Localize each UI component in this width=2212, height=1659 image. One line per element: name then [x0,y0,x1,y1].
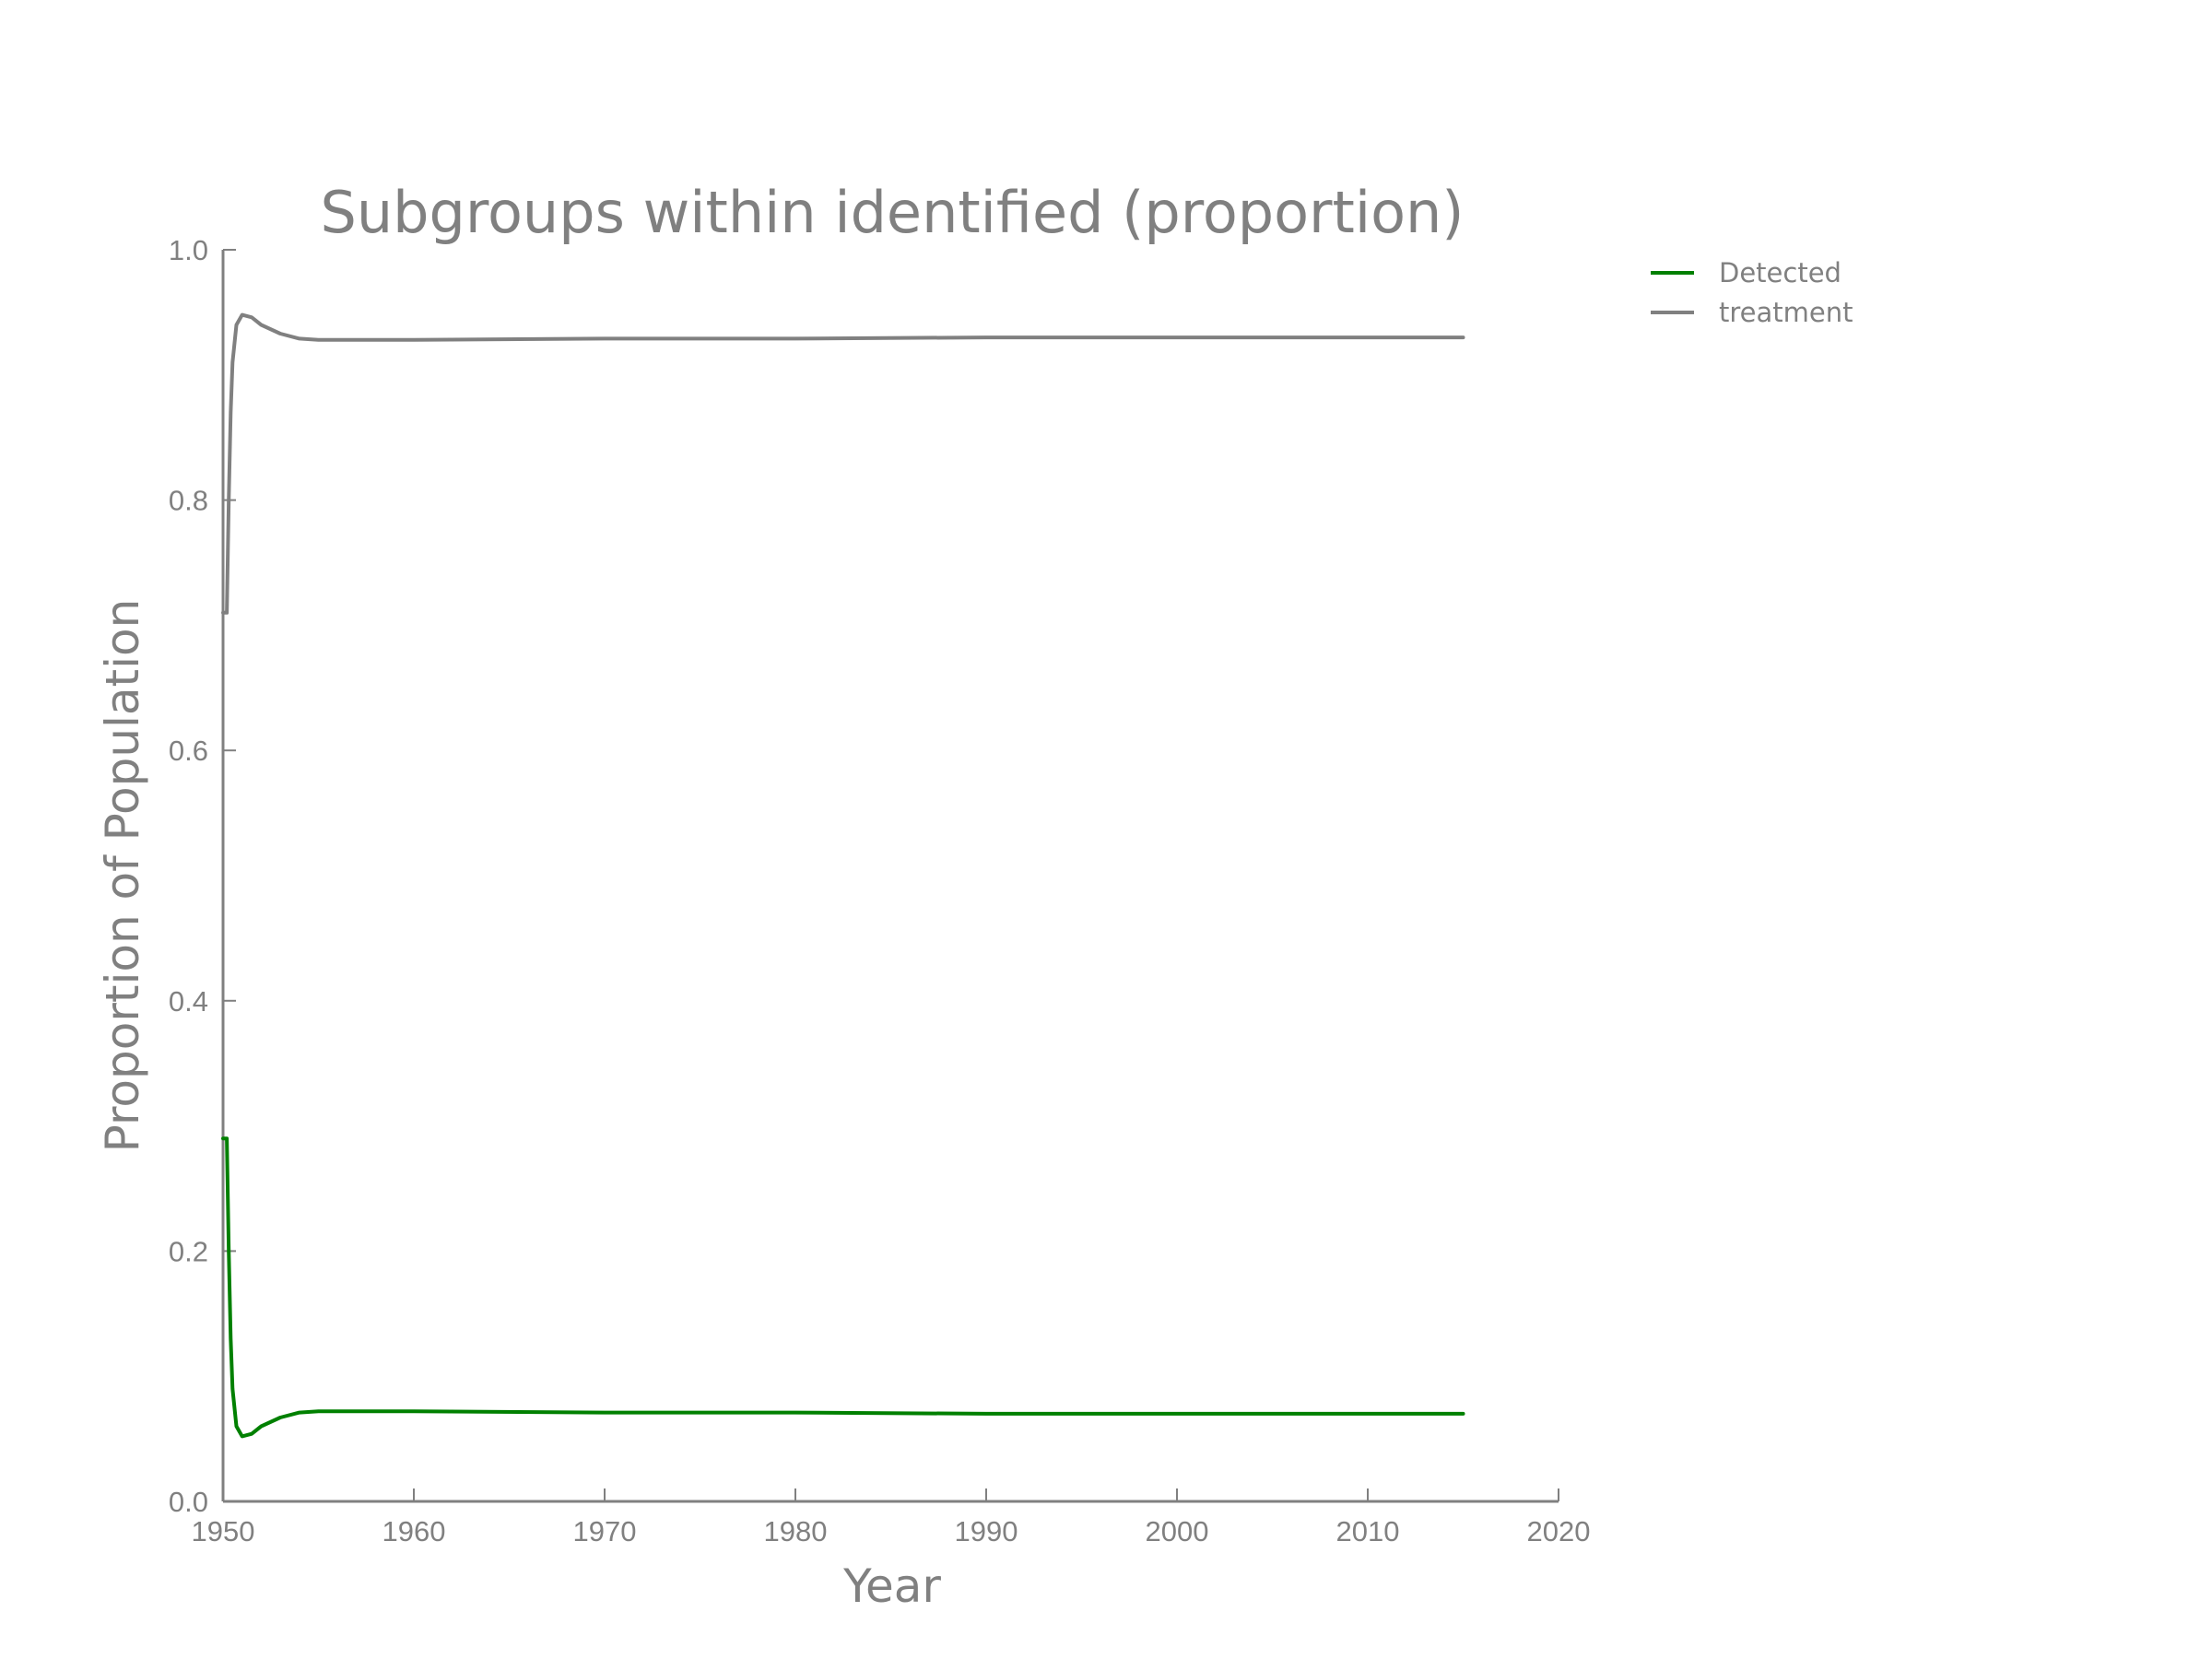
y-tick-label: 0.6 [169,735,208,767]
y-axis-label: Proportion of Population [96,599,149,1153]
legend-item: treatment [1651,297,1853,328]
x-tick-label: 1980 [764,1515,828,1547]
y-tick-label: 0.4 [169,985,208,1018]
y-tick-label: 0.0 [169,1486,208,1518]
x-tick-label: 2010 [1336,1515,1400,1547]
chart-title: Subgroups within identified (proportion) [321,179,1465,246]
x-tick-label: 2000 [1146,1515,1209,1547]
x-tick-label: 1960 [382,1515,446,1547]
y-tick-label: 0.8 [169,485,208,517]
x-tick-label: 1990 [955,1515,1018,1547]
x-axis-label: Year [842,1559,941,1613]
legend-label: Detected [1719,257,1841,288]
x-tick-label: 1970 [573,1515,637,1547]
series-line-treatment [221,312,1465,615]
legend: Detected treatment [1651,257,1853,328]
y-ticks: 0.0 0.2 0.4 0.6 0.8 1.0 [169,234,236,1518]
plot-area: 0.0 0.2 0.4 0.6 0.8 1.0 1950 1960 1970 1980 1990 2… [169,234,1591,1547]
x-tick-label: 1950 [192,1515,255,1547]
x-tick-label: 2020 [1527,1515,1591,1547]
series-layer [221,312,1465,1439]
y-tick-label: 0.2 [169,1235,208,1267]
legend-item: Detected [1651,257,1841,288]
x-ticks: 1950 1960 1970 1980 1990 2000 2010 2020 [192,1488,1591,1547]
y-tick-label: 1.0 [169,234,208,266]
series-line-detected [221,1136,1465,1439]
legend-label: treatment [1719,297,1853,328]
